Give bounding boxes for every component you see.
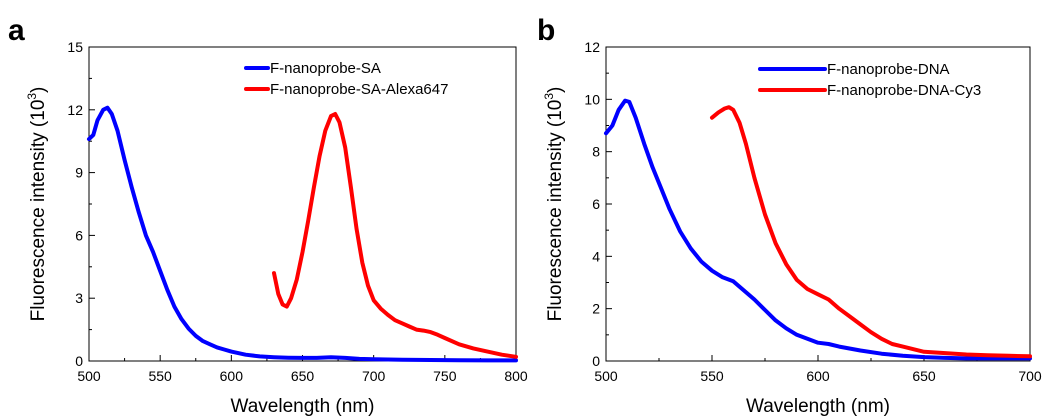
y-axis-label-main: Fluorescence intensity (10: [545, 100, 566, 322]
chart-panel-a: a 500 550 600 650 700 750 800 0 3 6 9 12 15 Wavelength…: [8, 14, 528, 416]
series-line-f-nanoprobe-dna-cy3: [710, 105, 1032, 359]
y-axis-label-main: Fluorescence intensity (10: [28, 100, 49, 322]
y-tick-label: 9: [75, 165, 83, 181]
legend-entry: F-nanoprobe-SA-Alexa647: [270, 81, 448, 98]
chart-panel-b: b 500 550 600 650 700 0 2 4 6 8 10 12 Wavelength (nm)…: [537, 14, 1042, 416]
legend-entry: F-nanoprobe-SA: [270, 60, 381, 77]
y-axis-label-end: ): [545, 87, 566, 93]
x-tick-label: 550: [700, 368, 724, 384]
y-axis-label: Fluorescence intensity (103): [25, 87, 49, 322]
y-tick-label: 2: [592, 301, 600, 317]
y-tick-label: 12: [584, 39, 600, 55]
y-axis-label-superscript: 3: [25, 93, 39, 100]
x-axis-label: Wavelength (nm): [746, 396, 890, 416]
series-line-f-nanoprobe-sa: [87, 105, 518, 363]
x-tick-label: 700: [362, 368, 386, 384]
legend-entry: F-nanoprobe-DNA-Cy3: [827, 82, 981, 99]
y-tick-label: 8: [592, 144, 600, 160]
panel-label: b: [537, 14, 555, 47]
x-tick-label: 700: [1018, 368, 1042, 384]
y-tick-label: 3: [75, 290, 83, 306]
y-axis-label: Fluorescence intensity (103): [542, 87, 566, 322]
y-tick-label: 10: [584, 91, 600, 107]
y-tick-label: 6: [592, 196, 600, 212]
x-tick-label: 500: [594, 368, 618, 384]
x-axis-label: Wavelength (nm): [231, 396, 375, 416]
series-line-f-nanoprobe-dna: [604, 98, 1032, 361]
y-tick-label: 0: [75, 353, 83, 369]
x-tick-label: 500: [77, 368, 101, 384]
y-axis-label-superscript: 3: [542, 93, 556, 100]
y-tick-label: 15: [67, 39, 83, 55]
y-tick-label: 0: [592, 353, 600, 369]
y-axis-label-end: ): [28, 87, 49, 93]
x-tick-label: 650: [912, 368, 936, 384]
x-tick-label: 750: [433, 368, 457, 384]
y-tick-label: 12: [67, 102, 83, 118]
y-tick-label: 6: [75, 227, 83, 243]
x-tick-label: 600: [806, 368, 830, 384]
legend-entry: F-nanoprobe-DNA: [827, 61, 950, 78]
x-tick-label: 650: [291, 368, 315, 384]
panel-label: a: [8, 14, 25, 47]
series-line-f-nanoprobe-sa-alexa647: [272, 112, 518, 359]
x-tick-label: 600: [220, 368, 244, 384]
x-tick-label: 800: [504, 368, 528, 384]
x-tick-label: 550: [148, 368, 172, 384]
y-tick-label: 4: [592, 248, 600, 264]
